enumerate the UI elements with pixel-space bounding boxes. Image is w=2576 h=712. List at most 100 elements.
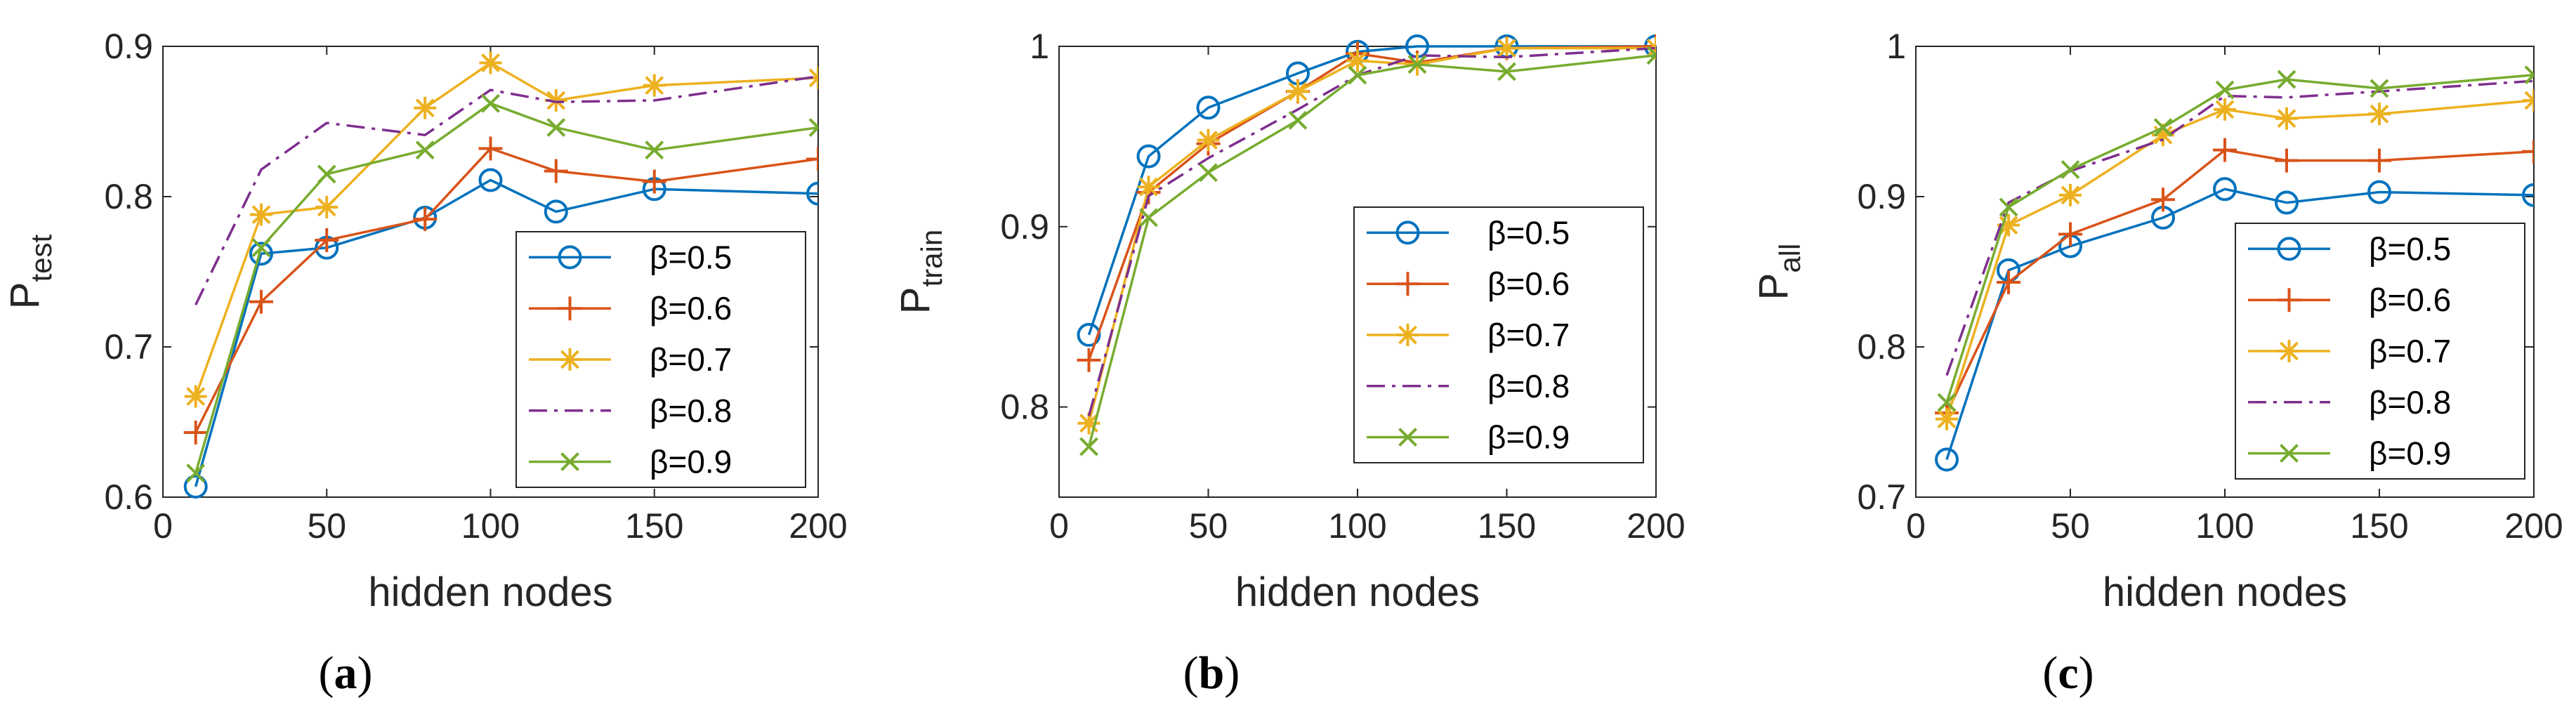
legend-label: β=0.7 [2369,333,2451,369]
data-point [251,238,271,258]
y-tick-label: 0.8 [1857,327,1906,367]
x-tick-label: 100 [1328,506,1386,546]
legend-label: β=0.8 [650,393,732,429]
data-point [183,420,208,444]
legend-item: β=0.8 [2248,384,2451,421]
y-tick-label: 0.7 [104,327,153,367]
y-axis-label-main: P [1751,273,1796,301]
y-tick-label: 1 [1030,27,1049,66]
legend-item: β=0.7 [1367,317,1570,353]
legend-item: β=0.8 [1367,368,1570,404]
data-point [642,169,666,194]
legend-item: β=0.9 [2248,435,2451,472]
y-tick-label: 0.8 [1000,388,1049,427]
data-point [1644,34,1656,58]
legend-label: β=0.7 [650,341,732,378]
data-point [806,147,818,171]
y-axis-label: Ptest [2,234,58,309]
panel-label: (c) [2042,647,2094,699]
x-axis-label: hidden nodes [2103,569,2347,615]
data-point [315,228,339,253]
panel-label-open: ( [1183,647,1199,699]
data-point [2368,103,2391,126]
data-point [1196,95,1221,120]
data-point [315,195,339,218]
data-point [479,51,502,74]
data-point [2059,183,2082,206]
data-point [2061,160,2080,179]
data-point [2153,118,2173,137]
series-line [195,75,818,305]
legend-label: β=0.9 [1487,419,1570,456]
data-point [1288,110,1308,130]
data-point [1077,411,1100,435]
y-axis-label-subscript: train [915,230,948,287]
panel-label-letter: a [334,647,357,699]
series-line [195,147,818,433]
legend-marker [558,348,581,371]
data-point [1199,163,1218,183]
x-tick-label: 0 [153,506,173,546]
legend-marker [2277,288,2301,312]
series-1 [183,168,818,499]
x-tick-label: 200 [2504,506,2563,546]
series-line [1945,79,2534,376]
series-5 [1079,46,1656,456]
x-tick-label: 150 [625,506,683,546]
y-tick-label: 0.8 [104,177,153,216]
series-line [1945,73,2534,403]
data-point [249,289,273,314]
data-point [249,242,273,266]
data-point [2522,183,2534,207]
legend-item: β=0.5 [1367,214,1570,251]
data-point [1079,437,1098,456]
data-point [2275,148,2299,173]
data-point [1646,46,1656,65]
legend-marker [1395,220,1420,245]
legend-label: β=0.8 [2369,384,2451,421]
legend-item: β=0.5 [529,239,732,275]
data-point [1348,65,1367,85]
data-point [544,89,567,112]
legend-marker [2278,340,2301,362]
panel-label-letter: b [1199,647,1225,699]
x-axis-label: hidden nodes [1235,569,1480,615]
panel-label-open: ( [2042,647,2058,699]
data-point [2367,148,2391,173]
data-point [184,385,207,408]
panel-a: 0 50 100 150 200 0.6 0.7 0.8 0.9 hidden nodes Ptes… [2,27,848,699]
data-point [1497,62,1516,81]
data-point [2367,180,2391,204]
series-3 [1936,89,2534,430]
series-line [194,102,818,474]
legend-marker [558,296,582,321]
x-tick-label: 50 [1189,506,1228,546]
legend-marker [2280,444,2299,463]
data-point [1346,49,1369,72]
series-1 [1077,34,1656,347]
x-tick-label: 200 [789,506,847,546]
data-point [643,74,666,97]
plot-area [1077,34,1656,456]
legend-marker [2277,237,2301,261]
series-line [1087,46,1656,416]
x-tick-label: 100 [461,506,520,546]
panel-label-letter: c [2058,647,2078,699]
legend-item: β=0.6 [2248,282,2451,318]
series-line [1087,46,1656,424]
y-tick-label: 0.9 [1000,207,1049,246]
series-line [1087,54,1656,447]
x-tick-label: 0 [1906,506,1926,546]
data-point [2058,222,2082,246]
data-point [1407,55,1427,74]
data-point [1137,176,1160,199]
data-point [1937,393,1957,412]
data-point [317,164,336,184]
data-point [546,118,566,137]
data-point [413,207,438,232]
panel-b: 0 50 100 150 200 0.8 0.9 1 hidden nodes Ptrain β=0… [893,27,1685,699]
legend-item: β=0.9 [529,444,732,480]
panel-label-close: ) [2079,647,2094,699]
legend-label: β=0.8 [1487,368,1570,404]
